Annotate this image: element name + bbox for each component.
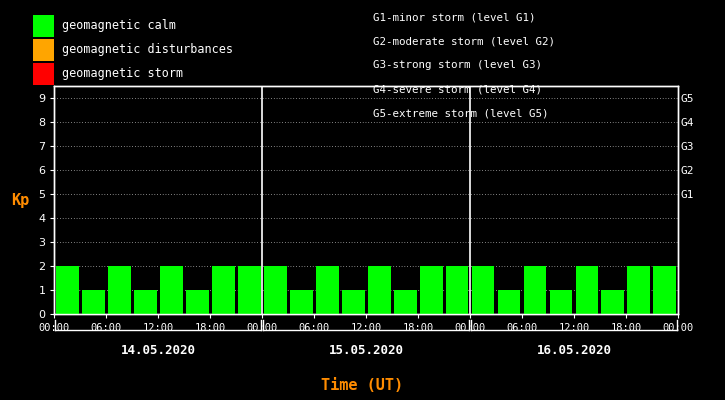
Bar bbox=[653, 266, 676, 314]
Text: G1-minor storm (level G1): G1-minor storm (level G1) bbox=[373, 12, 536, 22]
Bar bbox=[576, 266, 598, 314]
Text: Time (UT): Time (UT) bbox=[321, 378, 404, 393]
Bar bbox=[290, 290, 312, 314]
Text: 16.05.2020: 16.05.2020 bbox=[536, 344, 611, 356]
Bar bbox=[394, 290, 417, 314]
Text: 15.05.2020: 15.05.2020 bbox=[328, 344, 404, 356]
Bar bbox=[108, 266, 130, 314]
Text: geomagnetic disturbances: geomagnetic disturbances bbox=[62, 44, 233, 56]
Bar bbox=[497, 290, 521, 314]
Bar bbox=[315, 266, 339, 314]
Bar bbox=[341, 290, 365, 314]
Text: geomagnetic calm: geomagnetic calm bbox=[62, 20, 175, 32]
Bar bbox=[56, 266, 79, 314]
Bar bbox=[627, 266, 650, 314]
Bar bbox=[264, 266, 286, 314]
Text: G2-moderate storm (level G2): G2-moderate storm (level G2) bbox=[373, 36, 555, 46]
Bar bbox=[471, 266, 494, 314]
Bar bbox=[82, 290, 105, 314]
Bar bbox=[368, 266, 391, 314]
Bar bbox=[602, 290, 624, 314]
Bar bbox=[160, 266, 183, 314]
Text: Kp: Kp bbox=[11, 192, 29, 208]
Bar bbox=[446, 266, 468, 314]
Bar bbox=[420, 266, 442, 314]
Text: G4-severe storm (level G4): G4-severe storm (level G4) bbox=[373, 84, 542, 94]
Text: 14.05.2020: 14.05.2020 bbox=[121, 344, 196, 356]
Bar bbox=[238, 266, 261, 314]
Text: G3-strong storm (level G3): G3-strong storm (level G3) bbox=[373, 60, 542, 70]
Bar bbox=[212, 266, 235, 314]
Bar bbox=[134, 290, 157, 314]
Bar bbox=[550, 290, 573, 314]
Bar bbox=[523, 266, 547, 314]
Text: G5-extreme storm (level G5): G5-extreme storm (level G5) bbox=[373, 108, 549, 118]
Text: geomagnetic storm: geomagnetic storm bbox=[62, 68, 183, 80]
Bar bbox=[186, 290, 209, 314]
